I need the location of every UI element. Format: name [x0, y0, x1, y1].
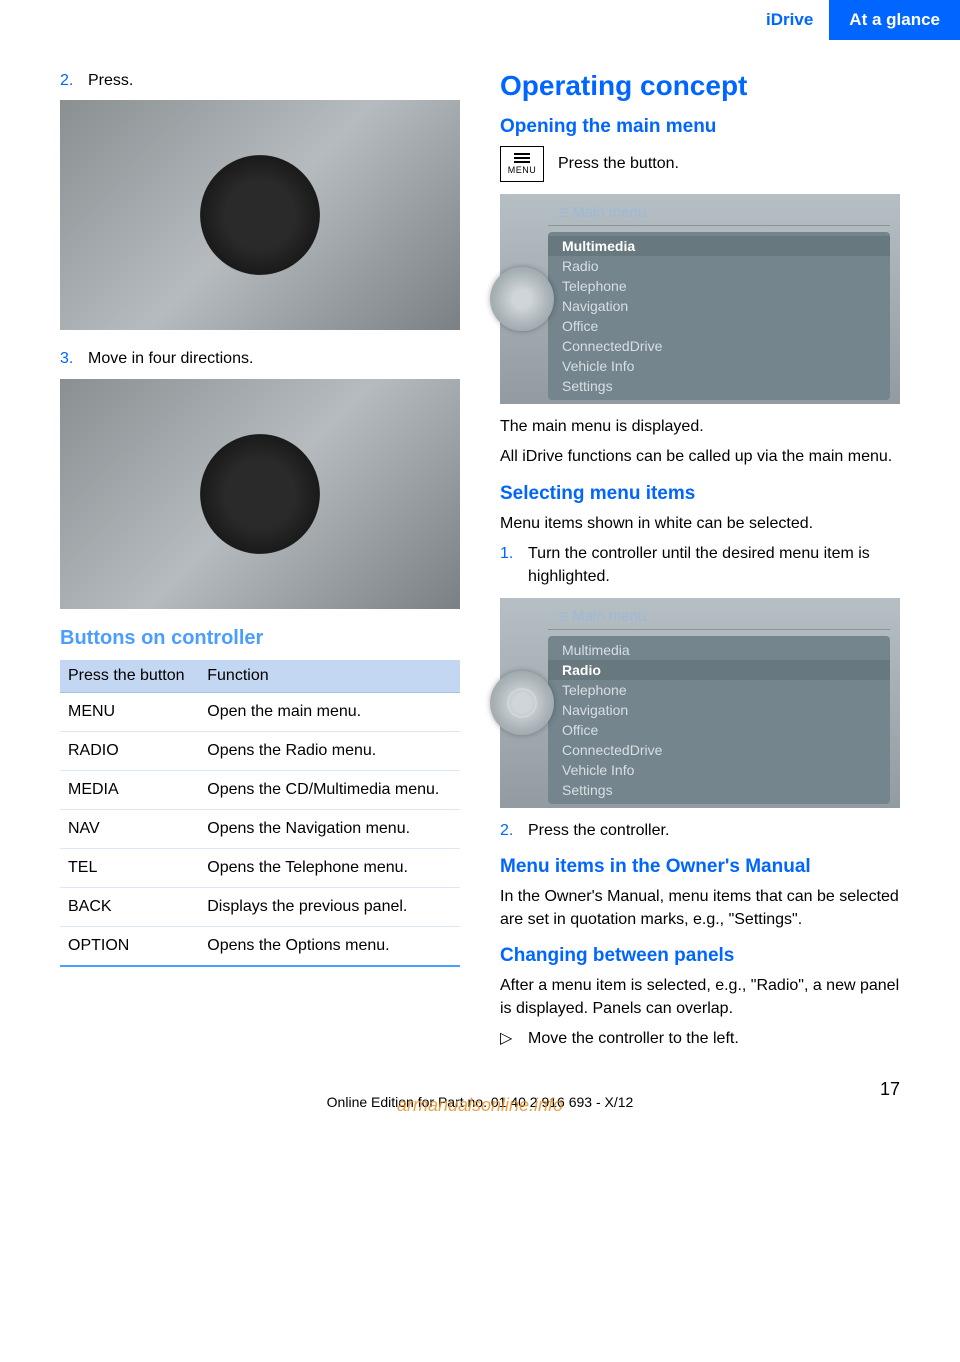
- table-header: Press the button: [60, 660, 199, 693]
- menu-item: Multimedia: [548, 236, 890, 256]
- button-function-cell: Opens the CD/Multimedia menu.: [199, 770, 460, 809]
- left-column: 2. Press. 3. Move in four directions. Bu…: [60, 70, 460, 1058]
- menu-title: Main menu: [548, 204, 890, 226]
- controller-move-image: [60, 379, 460, 609]
- step-text: Press the controller.: [528, 820, 900, 842]
- header-section: iDrive: [766, 10, 829, 30]
- buttons-heading: Buttons on controller: [60, 627, 460, 650]
- table-header: Function: [199, 660, 460, 693]
- main-menu-screenshot-2: Main menu MultimediaRadioTelephoneNaviga…: [500, 598, 900, 808]
- button-function-cell: Opens the Radio menu.: [199, 731, 460, 770]
- button-function-cell: Displays the previous panel.: [199, 887, 460, 926]
- button-name-cell: BACK: [60, 887, 199, 926]
- step-text: Turn the controller until the desired me…: [528, 543, 900, 588]
- step-text: Press.: [88, 70, 460, 92]
- table-row: NAVOpens the Navigation menu.: [60, 809, 460, 848]
- step-number: 2.: [60, 70, 88, 92]
- button-function-cell: Open the main menu.: [199, 692, 460, 731]
- main-menu-screenshot-1: Main menu MultimediaRadioTelephoneNaviga…: [500, 194, 900, 404]
- menu-items-manual-heading: Menu items in the Owner's Manual: [500, 856, 900, 878]
- menu-title: Main menu: [548, 608, 890, 630]
- step-text: Move in four directions.: [88, 348, 460, 370]
- controller-dial-icon: [490, 671, 554, 735]
- menu-item: Navigation: [548, 296, 890, 316]
- header-chapter: At a glance: [829, 0, 960, 40]
- menu-item: Office: [548, 720, 890, 740]
- button-name-cell: NAV: [60, 809, 199, 848]
- menu-item: Settings: [548, 376, 890, 396]
- menu-icon-label: MENU: [508, 165, 537, 175]
- selecting-step-1: 1. Turn the controller until the desired…: [500, 543, 900, 588]
- button-name-cell: TEL: [60, 848, 199, 887]
- right-column: Operating concept Opening the main menu …: [500, 70, 900, 1058]
- opening-main-menu-heading: Opening the main menu: [500, 116, 900, 138]
- main-menu-para-2: All iDrive functions can be called up vi…: [500, 446, 900, 468]
- menu-item: Settings: [548, 780, 890, 800]
- main-menu-para-1: The main menu is displayed.: [500, 416, 900, 438]
- bullet-mark-icon: ▷: [500, 1028, 528, 1050]
- button-name-cell: MENU: [60, 692, 199, 731]
- controller-press-image: [60, 100, 460, 330]
- changing-panels-heading: Changing between panels: [500, 945, 900, 967]
- menu-item: Radio: [548, 660, 890, 680]
- menu-item: ConnectedDrive: [548, 336, 890, 356]
- table-row: OPTIONOpens the Options menu.: [60, 926, 460, 966]
- step-number: 1.: [500, 543, 528, 588]
- menu-item: Office: [548, 316, 890, 336]
- footer-text: Online Edition for Part no. 01 40 2 916 …: [60, 1094, 900, 1110]
- button-function-cell: Opens the Navigation menu.: [199, 809, 460, 848]
- operating-concept-heading: Operating concept: [500, 70, 900, 102]
- bullet-text: Move the controller to the left.: [528, 1028, 739, 1050]
- menu-button-row: MENU Press the button.: [500, 146, 900, 182]
- menu-item: ConnectedDrive: [548, 740, 890, 760]
- changing-panels-text: After a menu item is selected, e.g., "Ra…: [500, 975, 900, 1020]
- menu-item: Navigation: [548, 700, 890, 720]
- page-header: iDrive At a glance: [0, 0, 960, 40]
- table-row: RADIOOpens the Radio menu.: [60, 731, 460, 770]
- menu-item: Telephone: [548, 276, 890, 296]
- buttons-table: Press the button Function MENUOpen the m…: [60, 660, 460, 967]
- step-number: 2.: [500, 820, 528, 842]
- table-row: MENUOpen the main menu.: [60, 692, 460, 731]
- table-row: BACKDisplays the previous panel.: [60, 887, 460, 926]
- step-number: 3.: [60, 348, 88, 370]
- menu-item: Radio: [548, 256, 890, 276]
- menu-icon: MENU: [500, 146, 544, 182]
- table-row: MEDIAOpens the CD/Multimedia menu.: [60, 770, 460, 809]
- selecting-menu-heading: Selecting menu items: [500, 483, 900, 505]
- press-button-text: Press the button.: [558, 155, 679, 173]
- step-2: 2. Press.: [60, 70, 460, 92]
- button-function-cell: Opens the Options menu.: [199, 926, 460, 966]
- changing-panels-bullet: ▷ Move the controller to the left.: [500, 1028, 900, 1050]
- selecting-intro: Menu items shown in white can be selecte…: [500, 513, 900, 535]
- menu-item: Vehicle Info: [548, 356, 890, 376]
- step-3: 3. Move in four directions.: [60, 348, 460, 370]
- button-name-cell: MEDIA: [60, 770, 199, 809]
- menu-item: Multimedia: [548, 640, 890, 660]
- button-name-cell: RADIO: [60, 731, 199, 770]
- menu-item: Vehicle Info: [548, 760, 890, 780]
- controller-dial-icon: [490, 267, 554, 331]
- table-row: TELOpens the Telephone menu.: [60, 848, 460, 887]
- selecting-step-2: 2. Press the controller.: [500, 820, 900, 842]
- page-number: 17: [880, 1079, 900, 1100]
- menu-item: Telephone: [548, 680, 890, 700]
- button-function-cell: Opens the Telephone menu.: [199, 848, 460, 887]
- menu-items-manual-text: In the Owner's Manual, menu items that c…: [500, 886, 900, 931]
- button-name-cell: OPTION: [60, 926, 199, 966]
